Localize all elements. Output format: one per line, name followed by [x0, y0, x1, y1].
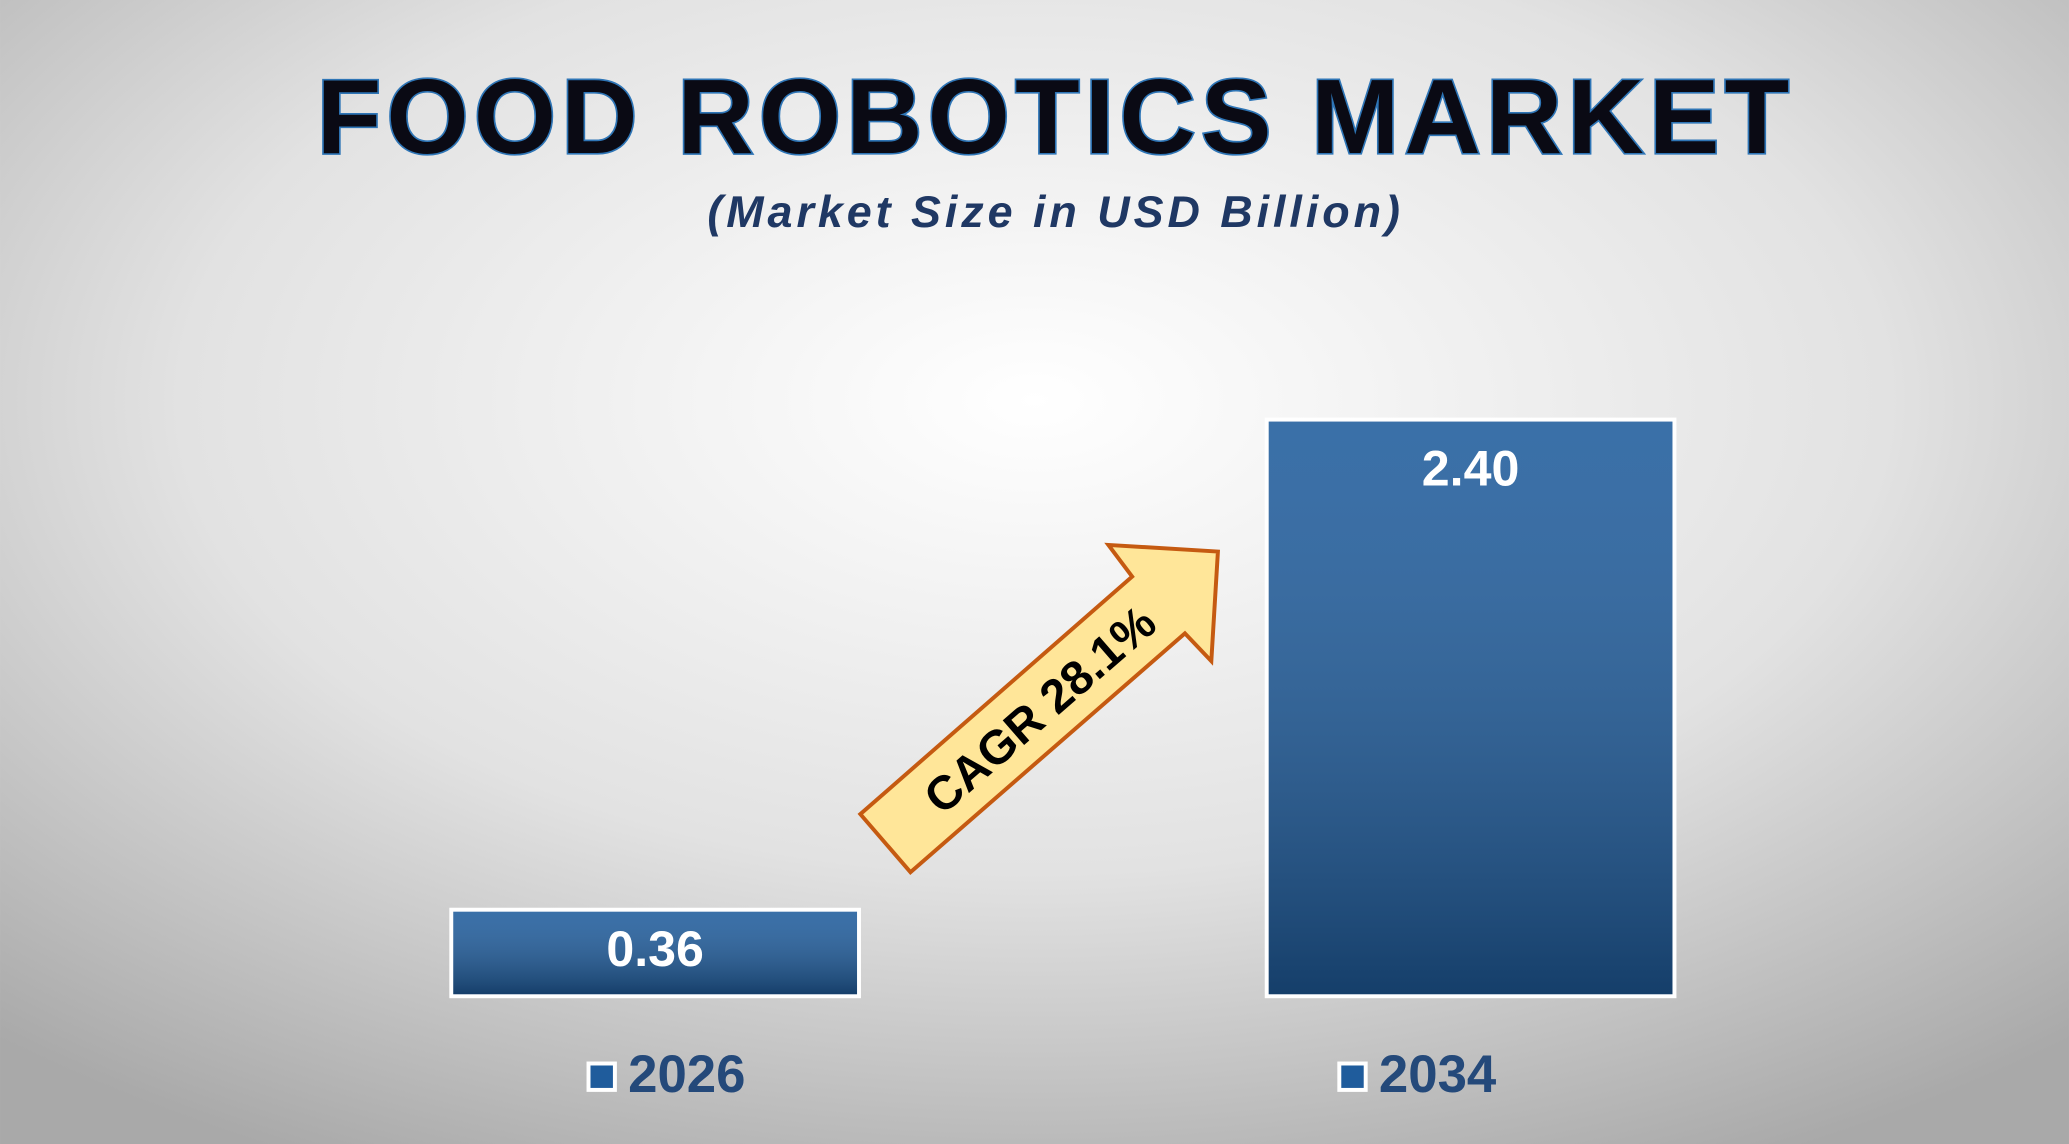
category-marker: [1337, 1061, 1368, 1092]
category-marker: [586, 1061, 617, 1092]
chart-title: FOOD ROBOTICS MARKET: [317, 58, 1795, 176]
value-label: 2.40: [1422, 441, 1520, 497]
category-label: 2026: [628, 1045, 745, 1104]
value-label: 0.36: [606, 921, 704, 977]
bar-shade: [453, 911, 858, 995]
bar-shade: [1268, 421, 1673, 995]
chart-subtitle: (Market Size in USD Billion): [707, 186, 1404, 237]
category-label: 2034: [1379, 1045, 1497, 1104]
arrow-shape: [857, 542, 1221, 875]
